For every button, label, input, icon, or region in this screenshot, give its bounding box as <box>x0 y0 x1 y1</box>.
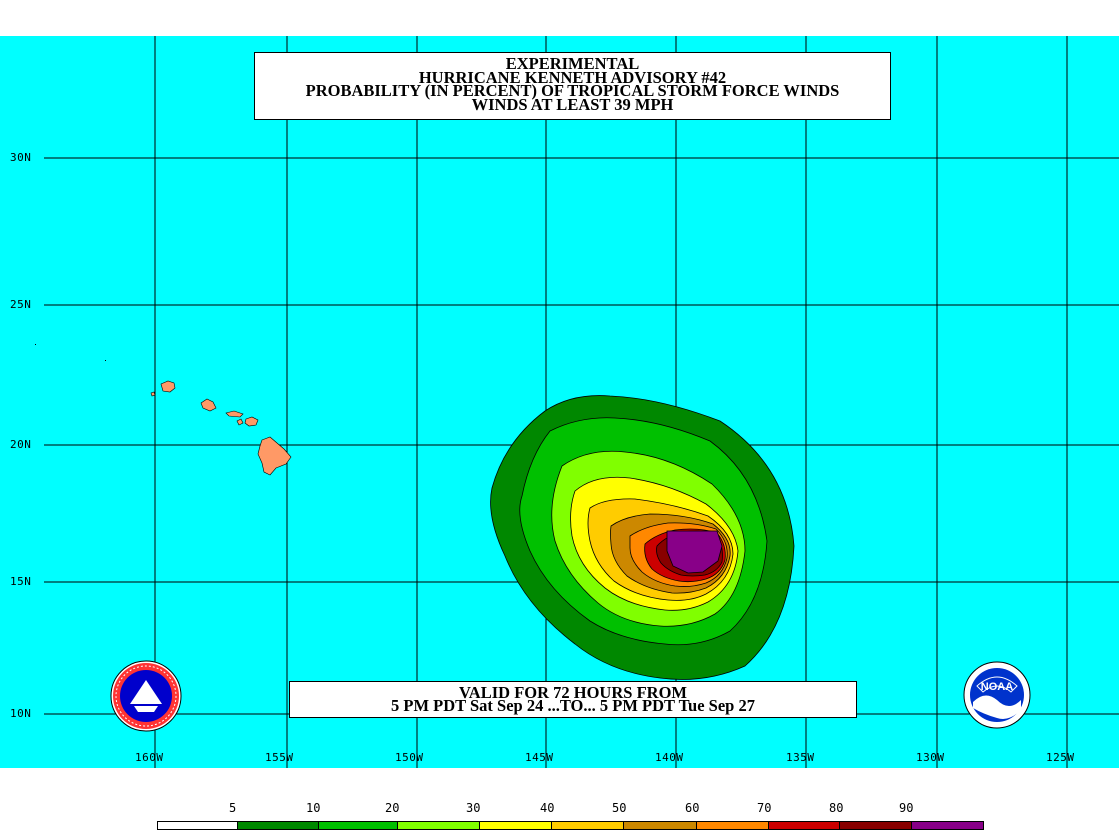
valid-line-1: VALID FOR 72 HOURS FROM <box>459 683 687 702</box>
legend-swatch <box>840 822 913 829</box>
title-line-3: PROBABILITY (IN PERCENT) OF TROPICAL STO… <box>305 81 840 100</box>
lon-label-140w: 140W <box>655 751 684 764</box>
island-oahu <box>200 398 217 412</box>
lon-label-125w: 125W <box>1046 751 1075 764</box>
lat-label-15n: 15N <box>10 575 32 588</box>
legend-swatch <box>696 822 769 829</box>
noaa-logo: NOAA <box>963 661 1031 729</box>
legend-color-bar <box>157 821 984 830</box>
lon-label-150w: 150W <box>395 751 424 764</box>
legend-swatch <box>552 822 624 829</box>
legend-swatch <box>318 822 399 829</box>
legend-value-70: 70 <box>757 801 772 815</box>
legend-value-60: 60 <box>685 801 700 815</box>
noaa-logo-text: NOAA <box>981 681 1013 693</box>
lon-label-130w: 130W <box>916 751 945 764</box>
legend-swatch <box>768 822 841 829</box>
island-niihau <box>150 391 156 397</box>
legend-swatch <box>480 822 553 829</box>
lon-label-145w: 145W <box>525 751 554 764</box>
map-graphics <box>35 36 1119 768</box>
island-molokai <box>225 410 244 418</box>
title-box: EXPERIMENTAL HURRICANE KENNETH ADVISORY … <box>254 52 891 120</box>
legend-value-30: 30 <box>466 801 481 815</box>
title-line-1: EXPERIMENTAL <box>505 54 640 73</box>
valid-period-box: VALID FOR 72 HOURS FROM 5 PM PDT Sat Sep… <box>289 681 857 718</box>
title-line-4: WINDS AT LEAST 39 MPH <box>471 94 674 114</box>
legend-value-20: 20 <box>385 801 400 815</box>
map-area: NOAA <box>0 36 1119 768</box>
legend-swatch <box>623 822 697 829</box>
legend-value-10: 10 <box>306 801 321 815</box>
lat-label-30n: 30N <box>10 151 32 164</box>
island-big-island <box>257 436 292 476</box>
valid-line-2: 5 PM PDT Sat Sep 24 ...TO... 5 PM PDT Tu… <box>391 696 755 715</box>
legend-value-40: 40 <box>540 801 555 815</box>
island-kauai <box>160 380 176 393</box>
nwhi-dots <box>35 344 106 361</box>
legend-swatch <box>158 822 238 829</box>
title-line-2: HURRICANE KENNETH ADVISORY #42 <box>418 67 727 87</box>
contour-max <box>666 530 723 574</box>
lon-label-155w: 155W <box>265 751 294 764</box>
probability-contours <box>490 395 795 680</box>
island-maui <box>244 416 259 427</box>
legend-value-90: 90 <box>899 801 914 815</box>
hawaiian-islands <box>150 380 292 476</box>
legend-value-50: 50 <box>612 801 627 815</box>
island-lanai <box>236 418 244 426</box>
lat-label-20n: 20N <box>10 438 32 451</box>
lat-label-25n: 25N <box>10 298 32 311</box>
legend-swatch <box>912 822 984 829</box>
legend-swatch <box>398 822 481 829</box>
legend-swatch <box>237 822 319 829</box>
lon-label-160w: 160W <box>135 751 164 764</box>
nws-logo <box>110 660 182 732</box>
legend-value-80: 80 <box>829 801 844 815</box>
lon-label-135w: 135W <box>786 751 815 764</box>
lat-label-10n: 10N <box>10 707 32 720</box>
legend-value-5: 5 <box>229 801 237 815</box>
